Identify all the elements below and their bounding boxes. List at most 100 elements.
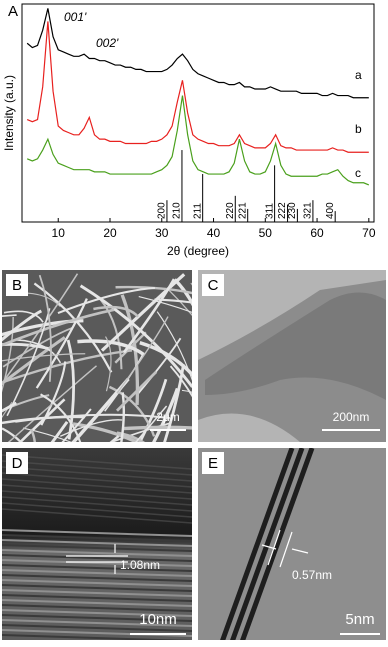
fringe [2, 579, 192, 587]
fringe [2, 594, 192, 602]
fringe [2, 614, 192, 622]
fiber [163, 364, 185, 442]
fringe [2, 564, 192, 572]
fiber [104, 336, 112, 392]
fringe [2, 609, 192, 617]
fiber [2, 314, 17, 318]
reference-label: 400 [325, 202, 336, 219]
fringe [2, 508, 192, 524]
fiber [29, 428, 36, 442]
series-label: a [355, 68, 362, 82]
reference-label: 200 [157, 202, 168, 219]
peak-annotation: 001' [64, 10, 87, 24]
xrd-curve [26, 8, 369, 99]
fiber [2, 401, 17, 413]
fringe [2, 466, 192, 482]
fiber [6, 308, 51, 417]
fiber [2, 308, 115, 347]
panel-label: A [8, 3, 18, 20]
fiber [2, 427, 23, 442]
scale-label: 200nm [333, 410, 370, 424]
fiber [115, 370, 158, 412]
fiber [99, 297, 123, 370]
lattice-layers [220, 448, 315, 640]
fringe [2, 619, 192, 627]
fringe [2, 496, 192, 512]
fiber [2, 326, 74, 368]
fiber [135, 405, 168, 442]
fiber [2, 402, 13, 418]
y-axis-label: Intensity (a.u.) [2, 75, 16, 151]
fiber [2, 353, 86, 362]
measure-marks [66, 529, 309, 574]
fringe [2, 559, 192, 567]
x-tick-label: 60 [310, 226, 324, 240]
scale-label: 2μm [156, 410, 180, 424]
fiber [154, 298, 192, 304]
fiber [2, 317, 14, 393]
fringe [2, 478, 192, 494]
fiber [50, 420, 69, 442]
fringe [2, 624, 192, 632]
xrd-curve [26, 21, 369, 153]
fiber [22, 427, 72, 442]
fringe [2, 502, 192, 518]
x-tick-label: 70 [362, 226, 376, 240]
fringe [2, 584, 192, 592]
fiber [60, 419, 123, 437]
x-tick-label: 30 [155, 226, 169, 240]
fiber [173, 278, 192, 307]
fiber [139, 341, 192, 378]
fiber [122, 425, 192, 431]
reference-label: 210 [172, 202, 183, 219]
reference-label: 311 [264, 203, 275, 219]
fiber [7, 365, 97, 442]
fringe [2, 484, 192, 500]
panel-tags [6, 274, 224, 474]
fiber [152, 387, 179, 442]
x-tick-label: 40 [207, 226, 221, 240]
sheet-fold [205, 292, 386, 400]
fiber [169, 365, 192, 398]
fiber [100, 273, 186, 352]
lattice-spacing: 0.57nm [292, 568, 332, 582]
panel-label: B [12, 277, 22, 294]
reference-label: 230 [287, 202, 298, 219]
fiber [116, 316, 169, 394]
fiber [2, 349, 133, 384]
fiber [2, 273, 79, 385]
x-axis-label: 2θ (degree) [167, 244, 229, 258]
fringe [2, 604, 192, 612]
series-label: c [355, 166, 361, 180]
fringe [2, 634, 192, 640]
lattice-spacing: 1.08nm [120, 558, 160, 572]
fiber [38, 274, 52, 382]
xrd-curve [26, 95, 370, 186]
fringe [2, 549, 192, 557]
reference-label: 221 [237, 202, 248, 219]
fiber [3, 310, 44, 323]
reference-label: 220 [225, 202, 236, 219]
fiber [2, 336, 66, 386]
reference-label: 222 [277, 202, 288, 219]
x-tick-label: 50 [259, 226, 273, 240]
scale-label: 5nm [345, 611, 374, 628]
fringe [2, 490, 192, 506]
scale-label: 10nm [139, 611, 177, 628]
fiber [120, 392, 125, 442]
fiber [2, 342, 49, 350]
fiber [138, 378, 168, 442]
panel-label: E [208, 455, 218, 472]
panel-label: C [208, 277, 219, 294]
fiber [2, 309, 43, 342]
fiber [122, 278, 176, 354]
fringe [2, 554, 192, 562]
fiber [66, 339, 76, 440]
reference-label: 211 [192, 203, 203, 219]
fiber [72, 422, 140, 442]
fringe [2, 574, 192, 582]
fiber [138, 296, 192, 313]
fringe [2, 534, 192, 542]
scale-bars [130, 429, 380, 635]
